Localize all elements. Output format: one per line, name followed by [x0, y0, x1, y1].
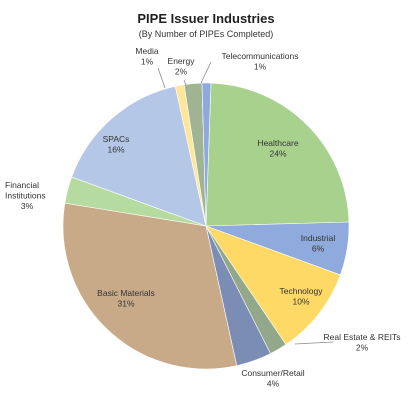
pie-slice-basic-materials	[62, 202, 238, 370]
slice-label-industrial: Industrial 6%	[301, 233, 336, 254]
leader-line-energy	[183, 79, 187, 86]
slice-label-real-estate-reits: Real Estate & REITs 2%	[323, 332, 400, 353]
leader-line-telecommunications	[200, 61, 212, 84]
slice-label-basic-materials: Basic Materials 31%	[97, 288, 155, 309]
chart-subtitle: (By Number of PIPEs Completed)	[139, 29, 274, 39]
pie-slice-healthcare	[205, 82, 350, 227]
leader-lines	[157, 61, 334, 345]
slice-label-consumer-retail: Consumer/Retail 4%	[241, 368, 304, 389]
pie-slices	[62, 82, 350, 370]
pie-slice-spacs	[71, 85, 207, 227]
slice-labels: Healthcare 24% Industrial 6% Technology 10% Re…	[5, 46, 401, 389]
slice-label-spacs: SPACs 16%	[103, 134, 130, 155]
chart-title: PIPE Issuer Industries	[137, 11, 274, 26]
slice-label-media: Media 1%	[135, 46, 158, 67]
leader-line-media	[157, 67, 166, 89]
slice-label-technology: Technology 10%	[279, 286, 323, 307]
slice-label-telecommunications: Telecommunications 1%	[221, 51, 298, 72]
pie-slice-technology	[205, 225, 341, 345]
slice-label-healthcare: Healthcare 24%	[257, 138, 298, 159]
slice-label-energy: Energy 2%	[168, 56, 196, 77]
pie-slice-telecommunications	[201, 82, 212, 227]
leader-line-real-estate-reits	[294, 341, 334, 345]
slice-label-financial-institutions: Financial Institutions 3%	[5, 180, 46, 211]
